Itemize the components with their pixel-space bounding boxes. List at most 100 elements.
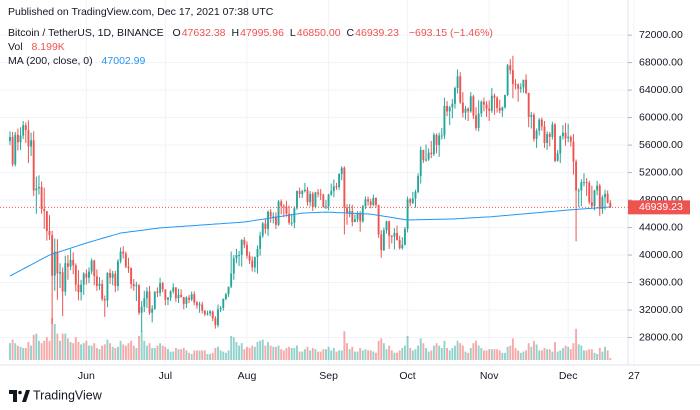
- y-tick-label: 52000.00: [639, 166, 683, 178]
- volume-bar: [380, 338, 383, 360]
- candle-body: [301, 191, 304, 194]
- candle-body: [201, 304, 204, 311]
- candle-body: [164, 289, 167, 300]
- candle-body: [222, 299, 225, 308]
- candle-body: [533, 114, 535, 139]
- candle-body: [285, 206, 288, 214]
- candle-body: [256, 248, 259, 258]
- volume-bar: [604, 346, 606, 360]
- volume-bar: [53, 324, 56, 360]
- axes: 72000.00 68000.00 64000.00 60000.00 56000.00…: [0, 0, 700, 382]
- volume-bar: [369, 350, 372, 360]
- volume-bar: [459, 343, 462, 360]
- candle-body: [327, 194, 330, 207]
- candle-body: [585, 182, 588, 184]
- volume-bar: [35, 333, 38, 360]
- volume-bar: [351, 346, 354, 360]
- volume-bar: [522, 351, 525, 360]
- volume-bar: [330, 350, 333, 360]
- candle-body: [43, 208, 46, 212]
- volume-bar: [593, 352, 596, 360]
- volume-bar: [272, 346, 275, 360]
- candle-body: [432, 134, 435, 155]
- volume-bar: [501, 352, 504, 360]
- candle-body: [27, 129, 30, 147]
- candle-body: [482, 101, 485, 105]
- ohlc-key: H: [231, 27, 240, 39]
- x-tick-label: Jul: [159, 370, 172, 382]
- y-tick-label: 32000.00: [639, 304, 683, 316]
- candle-body: [496, 97, 499, 108]
- volume-bar: [569, 349, 572, 360]
- volume-bar: [472, 343, 475, 360]
- last-price-label: 46939.23: [639, 201, 683, 213]
- candle-body: [119, 251, 122, 262]
- candle-body: [235, 255, 238, 259]
- candle-body: [296, 191, 298, 209]
- candle-body: [267, 211, 269, 229]
- volume-bar: [106, 339, 109, 360]
- volume-bar: [482, 350, 485, 360]
- candle-body: [219, 307, 222, 310]
- volume-bar: [74, 337, 77, 360]
- candle-body: [298, 191, 301, 194]
- volume-bar: [427, 351, 430, 360]
- candle-body: [443, 105, 446, 136]
- volume-bar: [132, 345, 135, 360]
- ohlc-value: 46939.23: [355, 27, 399, 39]
- candle-body: [195, 302, 198, 306]
- candle-body: [193, 294, 196, 303]
- candle-body: [451, 103, 454, 108]
- candle-body: [338, 173, 341, 188]
- candle-body: [472, 96, 475, 116]
- volume-bar: [425, 348, 427, 360]
- candle-body: [498, 107, 501, 111]
- candle-body: [540, 119, 543, 127]
- candle-body: [311, 193, 314, 207]
- volume-bar: [440, 348, 443, 360]
- candle-body: [98, 283, 101, 286]
- candle-body: [601, 197, 604, 209]
- candle-body: [577, 190, 580, 192]
- volume-bar: [535, 344, 538, 360]
- volume-bar: [214, 348, 217, 360]
- candle-body: [398, 239, 401, 249]
- candle-body: [561, 132, 564, 137]
- volume-bar: [527, 343, 530, 360]
- volume-bar: [172, 351, 175, 360]
- volume-bar: [417, 345, 420, 360]
- symbol: Bitcoin / TetherUS, 1D, BINANCE: [8, 27, 164, 39]
- volume-bar: [117, 346, 119, 360]
- volume-bar: [485, 350, 488, 360]
- candle-body: [153, 291, 156, 309]
- candle-body: [306, 189, 309, 203]
- candle-body: [409, 199, 412, 203]
- candle-body: [16, 134, 19, 143]
- published-note: Published on TradingView.com, Dec 17, 20…: [8, 6, 274, 18]
- volume-bar: [159, 343, 162, 360]
- volume-bar: [596, 354, 599, 360]
- y-tick-label: 28000.00: [639, 331, 683, 343]
- volume-bar: [388, 345, 391, 360]
- volume-bar: [198, 350, 201, 360]
- volume-bar: [274, 346, 277, 360]
- candle-body: [440, 135, 443, 137]
- volume-bar: [353, 351, 356, 360]
- candle-body: [340, 167, 343, 174]
- candle-body: [109, 272, 111, 278]
- volume-bar: [443, 340, 446, 360]
- y-tick-label: 44000.00: [639, 221, 683, 233]
- candle-body: [559, 136, 562, 154]
- candle-body: [567, 136, 570, 139]
- candle-body: [56, 251, 59, 274]
- volume-bar: [372, 351, 375, 360]
- volume-bar: [30, 345, 33, 360]
- volume-bar: [356, 351, 359, 360]
- volume-bar: [230, 336, 233, 360]
- legend-main: Bitcoin / TetherUS, 1D, BINANCE O47632.3…: [8, 27, 494, 40]
- volume-bar: [201, 350, 204, 360]
- candle-body: [477, 113, 480, 128]
- volume-bar: [66, 338, 69, 360]
- volume-bar: [122, 344, 125, 360]
